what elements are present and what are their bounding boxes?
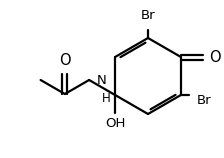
Text: Br: Br	[197, 94, 211, 106]
Text: Br: Br	[141, 9, 155, 22]
Text: O: O	[209, 49, 221, 64]
Text: N: N	[97, 73, 107, 86]
Text: H: H	[102, 91, 110, 104]
Text: O: O	[59, 53, 71, 68]
Text: OH: OH	[105, 117, 125, 130]
